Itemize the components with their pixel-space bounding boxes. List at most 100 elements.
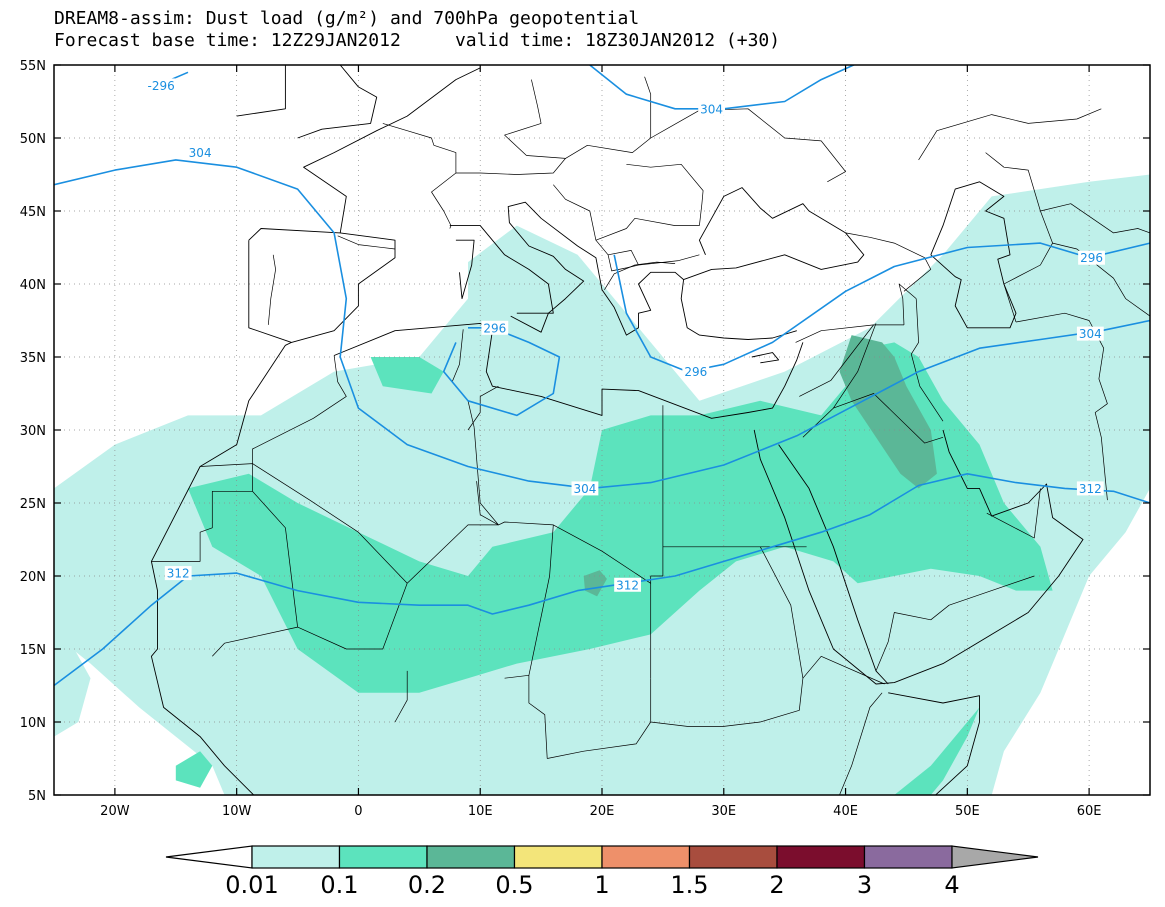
country-border-34 xyxy=(553,184,700,241)
country-border-22 xyxy=(845,232,932,292)
country-border-25 xyxy=(1015,312,1108,501)
lon-tick-label: 50E xyxy=(955,804,980,819)
colorbar-label: 2 xyxy=(769,871,784,899)
contour-label-bg xyxy=(571,481,599,496)
contour-label-bg xyxy=(682,364,710,379)
dust-region-7 xyxy=(583,570,607,597)
country-border-18 xyxy=(833,393,944,444)
coastline-8 xyxy=(683,187,865,281)
country-border-1 xyxy=(151,463,253,562)
colorbar-swatch xyxy=(338,845,428,869)
coastline-1 xyxy=(303,67,481,233)
lon-tick-label: 10E xyxy=(468,804,493,819)
axis-ticks: 20W 10W 0 10E 20E 30E 40E 50E 60E 55N 50N 45N 40N 35N… xyxy=(20,59,1150,819)
coastline-10 xyxy=(930,181,1017,329)
country-border-28 xyxy=(985,152,1041,212)
lon-tick-label: 0 xyxy=(354,804,362,819)
contour-label-bg xyxy=(1076,326,1104,341)
country-border-17 xyxy=(802,323,877,438)
colorbar-high-arrow xyxy=(951,845,1039,869)
colorbar-label: 0.01 xyxy=(225,871,278,899)
geopotential-contour-1 xyxy=(54,472,1150,687)
coastline-2 xyxy=(150,341,292,795)
country-border-36 xyxy=(595,239,700,266)
lat-tick-label: 55N xyxy=(20,59,46,74)
coastline-11 xyxy=(455,239,475,300)
colorbar-swatch xyxy=(601,845,691,869)
country-border-0 xyxy=(252,463,408,584)
coastline-4 xyxy=(753,429,1084,685)
geopotential-contour-4 xyxy=(613,242,1150,373)
dust-region-1 xyxy=(54,634,91,737)
contour-label: 296 xyxy=(1080,251,1103,265)
contour-label: 296 xyxy=(483,321,506,335)
coastline-12 xyxy=(510,312,549,333)
colorbar-label: 0.2 xyxy=(408,871,446,899)
country-border-21 xyxy=(910,298,944,422)
country-border-14 xyxy=(802,655,885,685)
colorbar-swatch xyxy=(513,845,603,869)
country-border-44 xyxy=(473,427,499,526)
lat-tick-label: 40N xyxy=(20,278,46,293)
contour-label-bg xyxy=(1076,481,1104,496)
country-border-27 xyxy=(1040,203,1150,244)
contour-label: -296 xyxy=(148,79,175,93)
coastlines-layer xyxy=(150,65,1084,795)
coastline-6 xyxy=(888,692,980,795)
country-border-9 xyxy=(504,674,548,759)
lat-tick-label: 15N xyxy=(20,643,46,658)
country-border-23 xyxy=(795,324,874,343)
map-title-line-2: Forecast base time: 12Z29JAN2012 valid t… xyxy=(54,30,781,51)
lat-tick-label: 35N xyxy=(20,351,46,366)
country-border-29 xyxy=(918,108,1102,161)
lon-tick-label: 30E xyxy=(711,804,736,819)
country-border-37 xyxy=(607,254,639,272)
lat-tick-label: 10N xyxy=(20,716,46,731)
country-border-26 xyxy=(1003,242,1150,323)
country-border-41 xyxy=(267,254,276,325)
lon-tick-label: 10W xyxy=(222,804,252,819)
map-title-line-1: DREAM8-assim: Dust load (g/m²) and 700hP… xyxy=(54,8,640,29)
colorbar-label: 0.1 xyxy=(320,871,358,899)
coastline-5 xyxy=(778,444,889,685)
contour-label-bg xyxy=(1078,250,1105,265)
contour-label-bg xyxy=(164,566,192,581)
lat-tick-label: 50N xyxy=(20,132,46,147)
colorbar-label: 0.5 xyxy=(495,871,533,899)
lat-tick-label: 30N xyxy=(20,424,46,439)
contour-label-bg xyxy=(186,145,214,160)
country-border-4 xyxy=(406,521,807,584)
country-border-33 xyxy=(455,158,566,175)
dust-region-3 xyxy=(370,357,444,394)
contour-label: 296 xyxy=(684,365,707,379)
lon-tick-label: 20E xyxy=(590,804,615,819)
country-border-19 xyxy=(799,324,904,397)
lat-tick-label: 45N xyxy=(20,205,46,220)
contour-label: 312 xyxy=(167,567,190,581)
contour-labels-layer: -296 304 304 296 296 304 296 304 312 312 312 xyxy=(143,78,1105,592)
colorbar-swatch xyxy=(688,845,778,869)
country-border-13 xyxy=(650,721,761,727)
lat-tick-label: 20N xyxy=(20,570,46,585)
contour-label-bg xyxy=(614,577,641,592)
dust-region-4 xyxy=(175,751,213,788)
lat-tick-label: 25N xyxy=(20,497,46,512)
country-border-15 xyxy=(839,692,883,795)
lat-tick-label: 5N xyxy=(28,789,46,804)
contour-label: 312 xyxy=(1079,482,1102,496)
country-border-39 xyxy=(382,123,457,229)
colorbar-swatch xyxy=(251,845,341,869)
colorbar-swatch xyxy=(426,845,516,869)
country-border-24 xyxy=(986,488,1041,539)
coastline-7 xyxy=(449,201,684,336)
lon-tick-label: 60E xyxy=(1077,804,1102,819)
country-border-31 xyxy=(504,79,542,156)
country-border-38 xyxy=(604,261,676,290)
colorbar-label: 4 xyxy=(944,871,959,899)
country-border-30 xyxy=(644,76,652,138)
colorbar-label: 1 xyxy=(594,871,609,899)
country-border-8 xyxy=(394,670,408,723)
dust-region-5 xyxy=(894,707,980,795)
contour-label: 304 xyxy=(573,482,596,496)
